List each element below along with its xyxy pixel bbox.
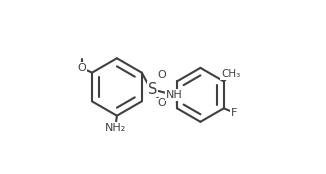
Text: CH₃: CH₃ [221,69,240,79]
Text: F: F [231,108,237,118]
Text: S: S [148,82,157,97]
Text: O: O [78,63,86,73]
Text: O: O [157,70,166,80]
Text: O: O [157,98,166,108]
Text: NH: NH [165,90,182,100]
Text: NH₂: NH₂ [105,122,126,133]
